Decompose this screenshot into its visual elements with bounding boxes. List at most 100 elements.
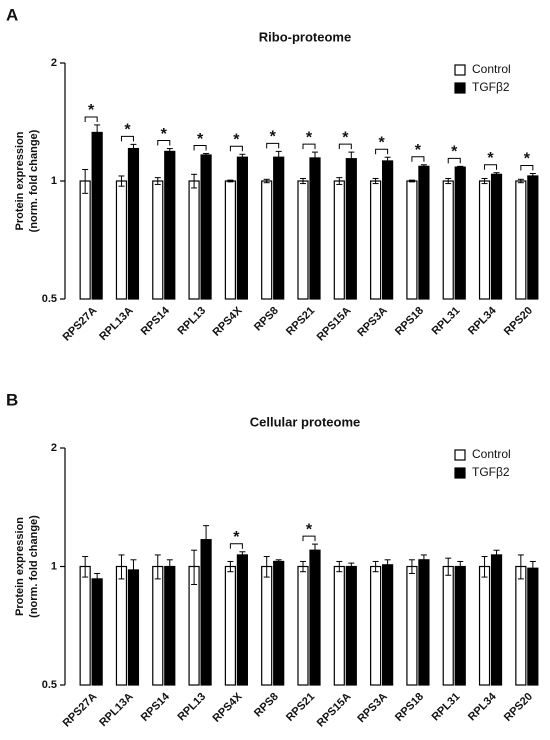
bar [236,554,248,686]
bar [382,564,394,686]
x-tick-label: RPS8 [252,305,281,334]
significance-bracket [120,135,134,142]
x-tick-label: RPS20 [502,305,535,338]
bar [382,160,394,300]
bar [236,156,248,300]
bar [418,165,430,300]
chart-title: Cellular proteome [250,414,361,429]
chart-title: Ribo-proteome [259,29,351,44]
bar [152,565,164,686]
significance-star: * [233,529,240,546]
bar [273,156,285,300]
error-bar [82,556,89,578]
x-tick-label: RPS4X [211,690,245,724]
error-bar [300,177,306,185]
significance-star: * [270,129,277,146]
significance-bracket [338,143,352,150]
error-bar [517,554,524,580]
x-tick-label: RPL34 [466,304,499,337]
error-bar [408,179,415,183]
bar [297,565,309,686]
significance-star: * [124,122,131,139]
x-tick-label: RPL13A [97,305,135,343]
y-axis-label: (norm. fold change) [28,129,40,232]
bar [442,180,454,300]
error-bar [191,173,198,189]
legend-swatch [454,467,466,479]
x-tick-label: RPS15A [315,691,354,730]
significance-star: * [451,144,458,161]
error-bar [263,556,270,578]
error-bar [372,177,379,185]
significance-bracket [302,143,316,150]
bar [224,565,236,686]
bar [91,131,103,300]
error-bar [529,173,536,179]
error-bar [481,556,488,578]
x-tick-label: RPL13A [97,691,135,729]
significance-star: * [415,142,422,159]
legend-swatch [454,64,466,76]
x-tick-label: RPL13 [176,305,209,338]
bar [115,180,128,300]
x-tick-label: RPS21 [284,305,317,338]
significance-bracket [157,140,171,146]
error-bar [336,177,343,185]
error-bar [348,562,355,571]
error-bar [227,560,234,573]
x-tick-label: RPL31 [430,691,463,724]
error-bar [517,178,524,184]
error-bar [166,559,173,574]
x-tick-label: RPL31 [430,305,463,338]
y-axis-label: (norm. fold change) [28,515,40,618]
panel-label: B [6,390,18,409]
bar [309,157,321,300]
bar [490,173,503,300]
x-tick-label: RPS8 [252,691,281,720]
bar [370,180,382,300]
significance-star: * [342,129,349,146]
error-bar [348,151,355,167]
bar [261,180,273,300]
significance-star: * [524,151,531,168]
bar [127,147,140,300]
x-tick-label: RPS27A [61,691,100,730]
error-bar [239,153,246,161]
bar [406,180,418,300]
bar [478,565,491,686]
bar [490,554,503,686]
bar [309,549,321,686]
error-bar [130,559,137,582]
bar [164,150,176,300]
bar [91,578,103,686]
significance-star: * [161,126,168,143]
bar [261,565,273,686]
error-bar [445,557,452,576]
bar [370,565,382,686]
significance-bracket [520,165,534,171]
error-bar [118,554,125,580]
x-tick-label: RPL13 [176,691,209,724]
error-bar [154,177,161,185]
error-bar [312,151,318,165]
bar [200,539,212,686]
x-tick-label: RPS14 [139,304,173,338]
error-bar [457,560,464,573]
error-bar [493,172,500,177]
bar [515,565,527,686]
error-bar [203,525,210,556]
bar [406,565,418,686]
y-tick-label: 2 [51,57,57,69]
error-bar [263,178,270,184]
error-bar [384,156,391,166]
error-bar [312,543,318,558]
bar [527,567,539,686]
x-tick-label: RPS21 [284,691,317,724]
significance-star: * [378,134,385,151]
error-bar [166,148,173,155]
significance-bracket [302,535,316,542]
bar [188,180,200,300]
legend-label: Control [472,447,511,461]
error-bar [481,177,488,185]
error-bar [384,559,391,571]
